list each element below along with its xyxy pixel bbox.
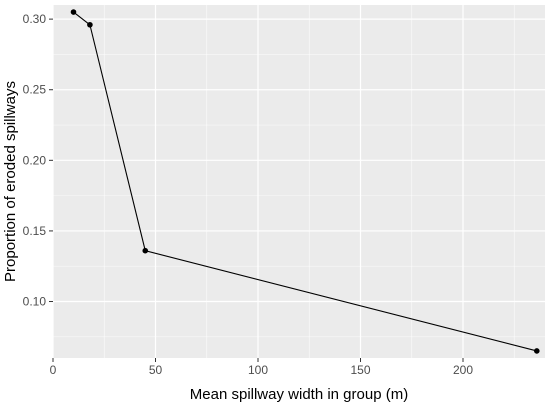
y-tick-label: 0.10 xyxy=(23,295,47,309)
y-tick-label: 0.30 xyxy=(23,12,47,26)
tick-labels: 0 50 100 150 200 0.10 0.15 0.20 0.25 0.30 xyxy=(23,12,474,377)
y-tick-label: 0.20 xyxy=(23,153,47,167)
x-tick-label: 0 xyxy=(50,363,57,377)
x-tick-label: 50 xyxy=(149,363,163,377)
data-point xyxy=(142,247,149,254)
data-point xyxy=(534,348,540,354)
data-layer xyxy=(70,9,540,354)
data-point xyxy=(87,21,93,28)
x-tick-label: 150 xyxy=(350,363,370,377)
x-tick-label: 200 xyxy=(453,363,473,377)
x-tick-label: 100 xyxy=(248,363,268,377)
data-point xyxy=(70,9,77,15)
y-axis-title: Proportion of eroded spillways xyxy=(2,81,19,282)
y-tick-label: 0.25 xyxy=(23,83,47,97)
major-gridlines xyxy=(52,5,545,358)
y-tick-label: 0.15 xyxy=(23,224,47,238)
plot-panel xyxy=(53,5,545,358)
x-axis-title: Mean spillway width in group (m) xyxy=(190,386,408,403)
axis-ticks xyxy=(49,18,464,362)
series-line xyxy=(73,11,537,352)
